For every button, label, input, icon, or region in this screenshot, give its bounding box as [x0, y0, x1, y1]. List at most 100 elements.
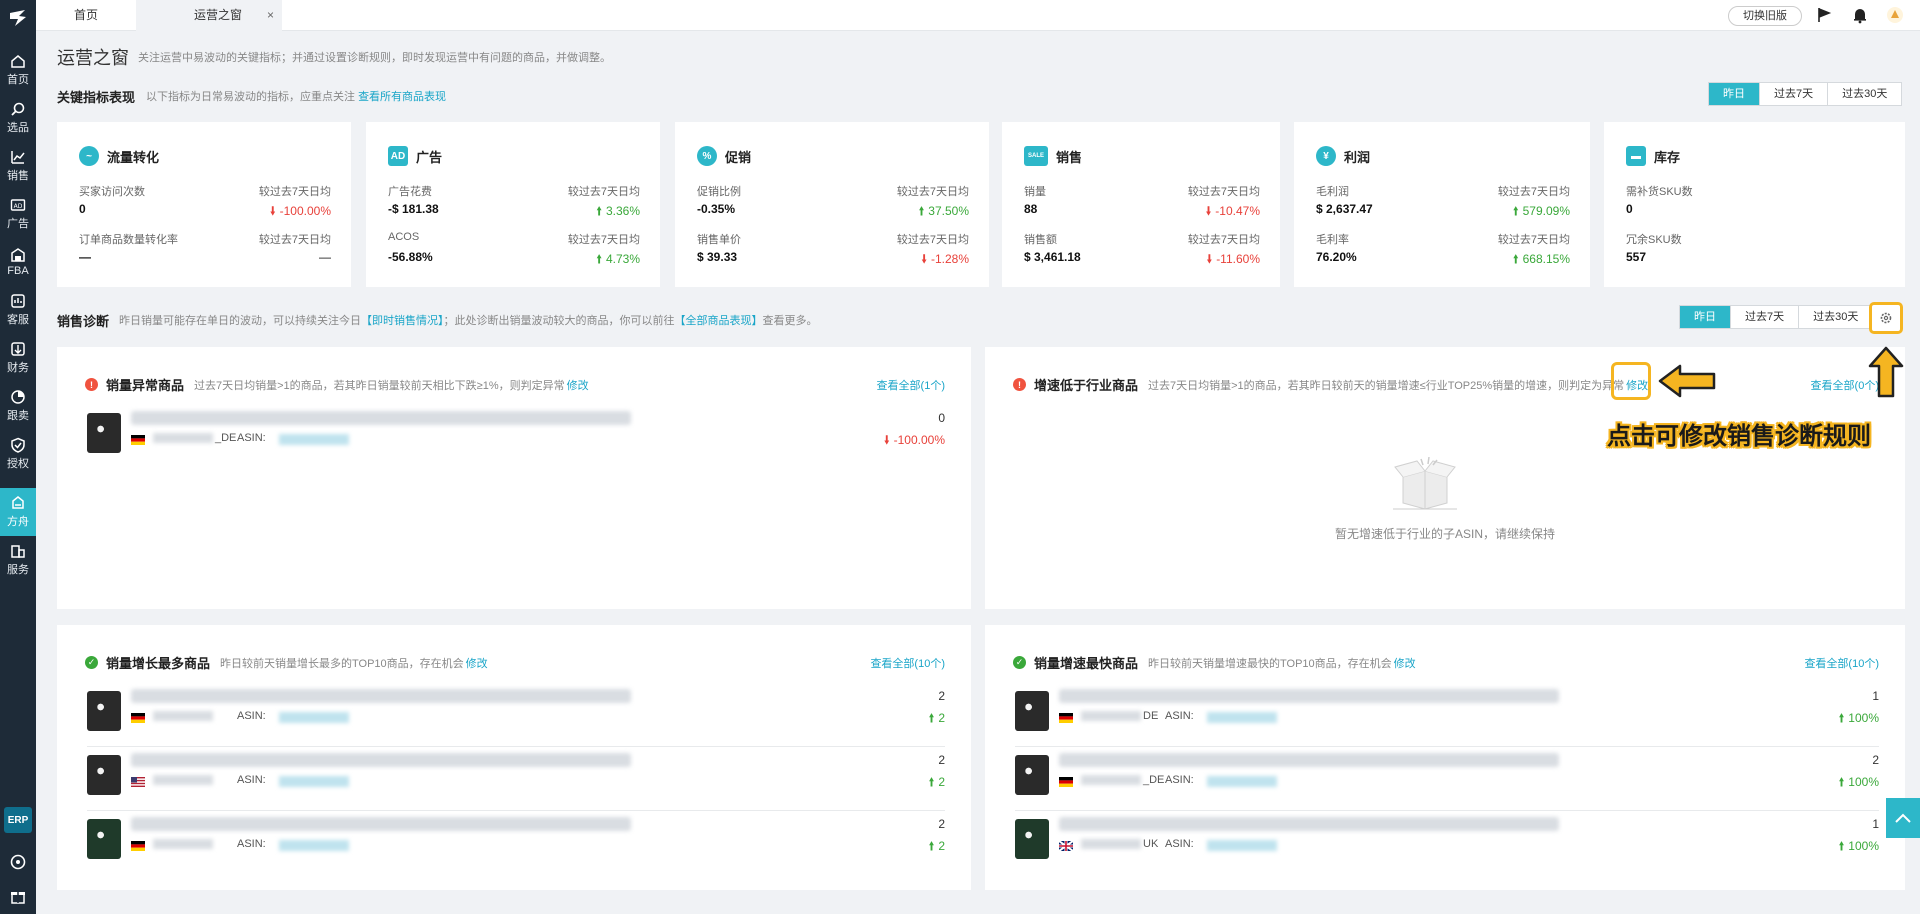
- shield-icon: [11, 437, 25, 453]
- product-thumbnail[interactable]: [1015, 755, 1049, 795]
- play-flag-icon[interactable]: [1815, 6, 1833, 24]
- product-name-blurred[interactable]: [1059, 689, 1559, 703]
- sales-change-value: 100%: [1848, 711, 1879, 725]
- product-row[interactable]: ASIN: 2 🠙 2: [87, 683, 945, 747]
- view-all-products-link[interactable]: 查看所有商品表现: [358, 91, 447, 103]
- asin-value-blurred[interactable]: [1207, 840, 1277, 851]
- product-thumbnail[interactable]: [87, 413, 121, 453]
- diag-range-30-days[interactable]: 过去30天: [1813, 311, 1859, 323]
- product-name-blurred[interactable]: [131, 753, 631, 767]
- store-suffix: _DE: [1143, 774, 1165, 786]
- edit-rule-link[interactable]: 修改: [465, 657, 488, 670]
- bell-icon[interactable]: [1851, 6, 1869, 24]
- diag-range-7-days[interactable]: 过去7天: [1731, 306, 1800, 328]
- product-thumbnail[interactable]: [1015, 819, 1049, 859]
- all-products-link[interactable]: 【全部商品表现】: [674, 315, 763, 327]
- diag-range-yesterday[interactable]: 昨日: [1680, 306, 1731, 328]
- user-avatar-icon[interactable]: [1886, 6, 1904, 24]
- sidebar-item-1[interactable]: 选品: [0, 94, 36, 142]
- asin-value-blurred[interactable]: [279, 712, 349, 723]
- range-7-days[interactable]: 过去7天: [1760, 83, 1829, 105]
- product-thumbnail[interactable]: [1015, 691, 1049, 731]
- asin-value-blurred[interactable]: [1207, 776, 1277, 787]
- metric-value: 557: [1626, 250, 1647, 264]
- range-yesterday[interactable]: 昨日: [1709, 83, 1760, 105]
- edit-rule-link[interactable]: 修改: [566, 379, 589, 392]
- sidebar-item-0[interactable]: 首页: [0, 46, 36, 94]
- product-row[interactable]: ASIN: 2 🠙 2: [87, 747, 945, 811]
- sales-change-value: 100%: [1848, 775, 1879, 789]
- warehouse-icon: [11, 248, 25, 262]
- sidebar-item-9[interactable]: 方舟: [0, 488, 36, 536]
- metric-compare-label: 较过去7天日均: [567, 234, 640, 246]
- gift-icon[interactable]: [10, 888, 26, 904]
- sidebar-item-4[interactable]: FBA: [0, 238, 36, 286]
- product-name-blurred[interactable]: [131, 817, 631, 831]
- edit-rule-link[interactable]: 修改: [1393, 657, 1416, 670]
- kpi-card-2: % 促销 促销比例 较过去7天日均 -0.35% 🠙 37.50% 销售单价 较过去7天日均 $…: [675, 122, 989, 287]
- edit-rule-link[interactable]: 修改: [1626, 379, 1649, 392]
- ark-icon: [12, 496, 24, 509]
- sidebar-item-8[interactable]: 授权: [0, 430, 36, 478]
- settings-circle-icon[interactable]: [10, 854, 26, 870]
- sales-change: 🠙 100%: [1838, 709, 1879, 730]
- asin-value-blurred[interactable]: [279, 840, 349, 851]
- product-thumbnail[interactable]: [87, 755, 121, 795]
- kpi-card-header: ¥ 利润: [1316, 146, 1370, 166]
- sidebar-item-2[interactable]: 销售: [0, 142, 36, 190]
- scroll-to-top-button[interactable]: [1886, 798, 1920, 838]
- sidebar-item-5[interactable]: 客服: [0, 286, 36, 334]
- tab-home[interactable]: 首页: [36, 0, 136, 31]
- sidebar-item-7[interactable]: 跟卖: [0, 382, 36, 430]
- arrow-up-icon: 🠙: [596, 252, 606, 266]
- sales-change: 🠙 2: [928, 773, 945, 794]
- product-row[interactable]: ASIN: 2 🠙 2: [87, 811, 945, 875]
- metric-change: 🠛 -1.28%: [921, 250, 969, 271]
- product-row[interactable]: _DE ASIN: 2 🠙 100%: [1015, 747, 1879, 811]
- sidebar-item-10[interactable]: 服务: [0, 536, 36, 584]
- app-logo[interactable]: [0, 0, 36, 36]
- product-name-blurred[interactable]: [131, 411, 631, 425]
- asin-value-blurred[interactable]: [279, 776, 349, 787]
- sidebar-item-3[interactable]: AD 广告: [0, 190, 36, 238]
- switch-legacy-button[interactable]: 切换旧版: [1728, 6, 1802, 26]
- metric-value: 0: [1626, 202, 1633, 216]
- metric-label: 毛利率: [1316, 234, 1349, 246]
- realtime-sales-link[interactable]: 【即时销售情况】: [361, 315, 444, 327]
- metric-value: 0: [79, 202, 86, 216]
- metric-label: 冗余SKU数: [1626, 234, 1682, 246]
- view-all-link[interactable]: 查看全部(0个): [1810, 380, 1879, 392]
- warning-circle-icon: !: [1013, 378, 1026, 391]
- view-all-link[interactable]: 查看全部(10个): [1804, 658, 1879, 670]
- erp-button[interactable]: ERP: [4, 807, 32, 833]
- product-thumbnail[interactable]: [87, 691, 121, 731]
- product-row[interactable]: _DE ASIN: 0 🠛 -100.00%: [87, 405, 945, 469]
- asin-value-blurred[interactable]: [1207, 712, 1277, 723]
- arrow-up-icon: [1868, 346, 1904, 398]
- range-30-days[interactable]: 过去30天: [1842, 88, 1888, 100]
- flag-uk-icon: [1059, 841, 1073, 851]
- sidebar: 首页 选品 销售 AD 广告 FBA 客服 财务 跟卖 授权方舟 服务 ERP: [0, 0, 36, 914]
- panel-desc-text: 过去7天日均销量>1的商品，若其昨日较前天的销量增速≤行业TOP25%销量的增速…: [1148, 379, 1625, 392]
- metric-compare-label: 较过去7天日均: [258, 186, 331, 198]
- close-icon[interactable]: ×: [266, 8, 274, 22]
- product-name-blurred[interactable]: [1059, 817, 1559, 831]
- product-row[interactable]: UK ASIN: 1 🠙 100%: [1015, 811, 1879, 875]
- metric-compare-label: 较过去7天日均: [1497, 186, 1570, 198]
- asin-value-blurred[interactable]: [279, 434, 349, 445]
- product-row[interactable]: DE ASIN: 1 🠙 100%: [1015, 683, 1879, 747]
- diag-settings-button[interactable]: [1869, 302, 1903, 334]
- view-all-link[interactable]: 查看全部(1个): [876, 380, 945, 392]
- view-all-link[interactable]: 查看全部(10个): [870, 658, 945, 670]
- kpi-card-icon: SALE: [1024, 146, 1048, 166]
- kpi-section-desc: 以下指标为日常易波动的指标，应重点关注 查看所有商品表现: [146, 88, 446, 104]
- kpi-card-1: AD 广告 广告花费 较过去7天日均 -$ 181.38 🠙 3.36% ACOS 较过去7天…: [366, 122, 660, 287]
- sidebar-item-6[interactable]: 财务: [0, 334, 36, 382]
- kpi-card-icon: ▬: [1626, 146, 1646, 166]
- tab-operations-window[interactable]: 运营之窗 ×: [136, 0, 282, 31]
- diag-desc-suffix: 查看更多。: [762, 315, 818, 327]
- metric-change: 🠙 3.36%: [596, 202, 640, 223]
- product-name-blurred[interactable]: [131, 689, 631, 703]
- product-thumbnail[interactable]: [87, 819, 121, 859]
- product-name-blurred[interactable]: [1059, 753, 1559, 767]
